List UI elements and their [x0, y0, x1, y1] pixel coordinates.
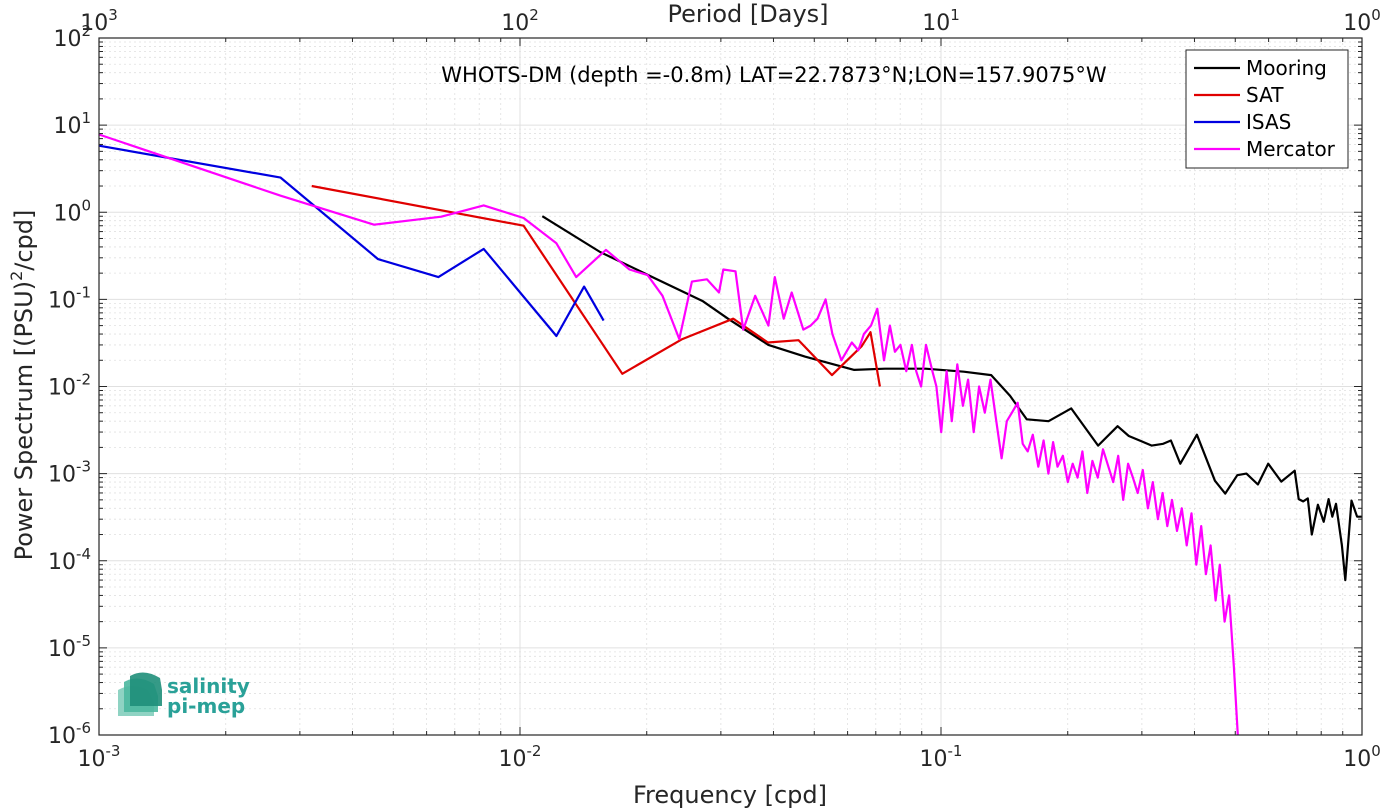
- plot-title: WHOTS-DM (depth =-0.8m) LAT=22.7873°N;LO…: [441, 63, 1107, 87]
- y-tick-label: 10-1: [48, 283, 91, 313]
- y-tick-label: 101: [53, 109, 91, 139]
- top-tick-label: 100: [1343, 6, 1381, 36]
- y-axis-title-end: /cpd]: [10, 210, 38, 271]
- y-axis-title: Power Spectrum [(PSU)2/cpd]: [7, 210, 38, 561]
- legend-label-isas: ISAS: [1246, 110, 1291, 134]
- top-tick-label: 102: [501, 6, 539, 36]
- y-tick-label: 10-4: [48, 545, 91, 575]
- y-tick-label: 10-6: [48, 719, 91, 749]
- y-tick-label: 100: [53, 196, 91, 226]
- y-tick-label: 10-5: [48, 632, 91, 662]
- top-axis-title: Period [Days]: [667, 0, 828, 28]
- tick-marks: [98, 37, 1363, 736]
- legend-label-mercator: Mercator: [1246, 137, 1336, 161]
- y-tick-label: 10-3: [48, 458, 91, 488]
- series-line-isas: [98, 144, 605, 338]
- x-tick-label: 10-2: [499, 742, 542, 772]
- series-group: [98, 133, 1362, 736]
- top-tick-label: 103: [80, 6, 118, 36]
- x-axis-title: Frequency [cpd]: [633, 781, 827, 809]
- y-tick-label: 102: [53, 22, 91, 52]
- y-axis-title-main: Power Spectrum [(PSU): [10, 281, 38, 560]
- logo-line2: pi-mep: [167, 694, 245, 718]
- series-line-mercator: [98, 133, 1239, 736]
- y-tick-label: 10-2: [48, 371, 91, 401]
- grid: [98, 38, 1362, 736]
- x-tick-label: 10-3: [78, 742, 121, 772]
- logo-line1: salinity: [167, 674, 250, 698]
- y-axis-title-sup: 2: [7, 271, 26, 281]
- x-tick-label: 100: [1343, 742, 1381, 772]
- x-tick-label: 10-1: [920, 742, 963, 772]
- salinity-pi-mep-logo: salinity pi-mep: [118, 672, 250, 718]
- legend: Mooring SAT ISAS Mercator: [1185, 49, 1349, 169]
- legend-label-sat: SAT: [1246, 83, 1284, 107]
- series-line-mooring: [541, 215, 1362, 582]
- logo-waves-icon: [118, 672, 162, 716]
- series-line-sat: [311, 184, 881, 387]
- legend-label-mooring: Mooring: [1246, 56, 1327, 80]
- top-tick-label: 101: [922, 6, 960, 36]
